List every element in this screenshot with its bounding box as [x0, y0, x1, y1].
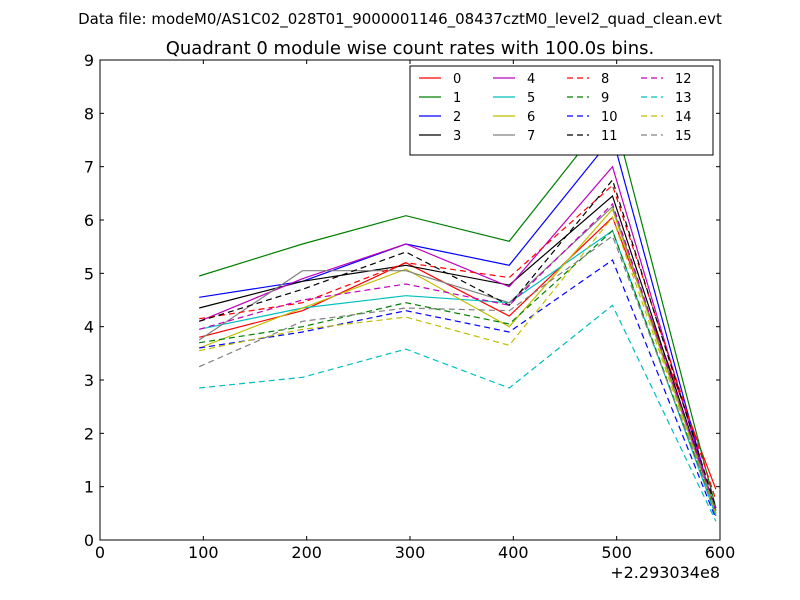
series-line-6 — [198, 208, 717, 514]
legend-label-5: 5 — [527, 91, 535, 106]
x-tick-label: 500 — [601, 543, 632, 562]
y-tick-label: 6 — [84, 211, 94, 230]
x-tick-label: 100 — [188, 543, 219, 562]
legend-label-1: 1 — [453, 91, 461, 106]
legend-label-0: 0 — [453, 72, 461, 87]
x-tick-label: 0 — [95, 543, 105, 562]
y-tick-label: 3 — [84, 371, 94, 390]
legend-label-11: 11 — [601, 129, 618, 144]
y-tick-label: 9 — [84, 51, 94, 70]
series-line-12 — [199, 202, 717, 511]
series-line-13 — [199, 304, 717, 522]
chart-title: Quadrant 0 module wise count rates with … — [166, 38, 655, 59]
figure-suptitle: Data file: modeM0/AS1C02_028T01_90000011… — [78, 10, 722, 29]
legend-label-15: 15 — [675, 129, 692, 144]
y-tick-label: 0 — [84, 531, 94, 550]
series-line-3 — [199, 194, 717, 511]
legend-label-7: 7 — [527, 129, 535, 144]
legend-label-13: 13 — [675, 91, 692, 106]
legend-label-10: 10 — [601, 110, 618, 125]
y-tick-label: 1 — [84, 478, 94, 497]
y-tick-label: 4 — [84, 318, 94, 337]
series-line-15 — [198, 235, 717, 511]
x-tick-label: 300 — [395, 543, 426, 562]
series-line-2 — [199, 136, 717, 517]
legend-box — [409, 65, 714, 156]
legend-label-3: 3 — [453, 129, 461, 144]
legend-label-12: 12 — [675, 72, 692, 87]
series-line-7 — [198, 205, 717, 511]
legend-label-9: 9 — [601, 91, 609, 106]
series-lines — [198, 109, 717, 522]
x-tick-label: 400 — [498, 543, 529, 562]
legend-label-6: 6 — [527, 110, 535, 125]
x-tick-label: 200 — [291, 543, 322, 562]
x-offset-label: +2.293034e8 — [610, 563, 720, 582]
y-tick-label: 5 — [84, 264, 94, 283]
y-tick-label: 2 — [84, 424, 94, 443]
series-line-11 — [199, 178, 717, 509]
x-tick-label: 600 — [705, 543, 736, 562]
legend-label-4: 4 — [527, 72, 535, 87]
series-line-10 — [199, 259, 717, 519]
legend-label-2: 2 — [453, 110, 461, 125]
legend-label-8: 8 — [601, 72, 609, 87]
legend-label-14: 14 — [675, 110, 692, 125]
series-line-9 — [199, 229, 717, 514]
series-line-14 — [199, 216, 717, 514]
series-line-1 — [199, 109, 717, 509]
y-tick-label: 8 — [84, 104, 94, 123]
series-line-4 — [198, 165, 717, 514]
series-line-8 — [199, 184, 717, 501]
series-line-0 — [199, 216, 717, 490]
y-tick-label: 7 — [84, 158, 94, 177]
